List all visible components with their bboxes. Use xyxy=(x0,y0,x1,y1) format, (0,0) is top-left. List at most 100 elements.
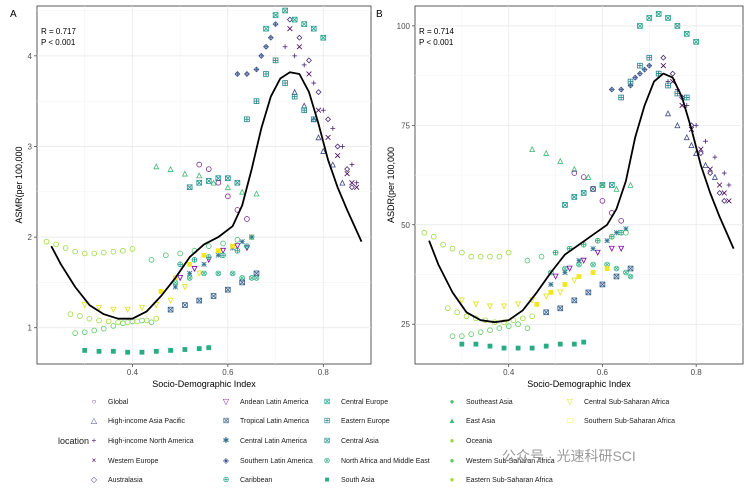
panel-b-plot-area xyxy=(414,5,744,365)
panel-a-point-north-africa-and-middle-east xyxy=(229,270,236,277)
panel-a-point-western-europe xyxy=(296,44,303,50)
legend-symbol-icon: ■ xyxy=(324,475,330,484)
panel-b-point-eastern-europe xyxy=(646,54,653,61)
panel-a-point-central-sub-saharan-africa xyxy=(124,306,131,313)
panel-b-point-southern-sub-saharan-africa xyxy=(548,290,554,295)
panel-a-point-north-africa-and-middle-east xyxy=(215,270,222,277)
panel-a-point-high-income-asia-pacific xyxy=(315,134,322,141)
panel-a-point-southern-sub-saharan-africa xyxy=(201,252,207,258)
panel-b-point-andean-latin-america xyxy=(566,265,573,272)
legend-label: High-income North America xyxy=(108,438,194,445)
panel-b-point-western-europe xyxy=(698,146,704,152)
panel-b-point-south-asia xyxy=(543,343,549,349)
panel-b-point-oceania xyxy=(468,253,475,260)
panel-a-point-east-asia xyxy=(210,179,217,186)
panel-b-y-tick-label: 25 xyxy=(401,320,410,329)
panel-a-point-eastern-sub-saharan-africa xyxy=(77,313,83,319)
legend-item-caribbean: ⊕ Caribbean xyxy=(220,475,273,486)
panel-a-point-high-income-north-america xyxy=(330,125,336,131)
legend-label: Central Asia xyxy=(341,438,379,445)
legend-label: Southern Sub-Saharan Africa xyxy=(584,418,676,425)
panel-b-point-north-africa-and-middle-east xyxy=(590,261,596,268)
panel-a-point-southeast-asia xyxy=(177,250,183,257)
panel-b-point-australasia xyxy=(697,150,704,157)
panel-a-point-caribbean xyxy=(234,247,241,254)
panel-a-point-tropical-latin-america xyxy=(239,279,245,286)
panel-b-point-southern-latin-america xyxy=(636,70,643,77)
legend-item-high-income-north-america: + High-income North America xyxy=(88,436,194,447)
panel-a-point-western-sub-saharan-africa xyxy=(91,327,98,334)
panel-a-point-central-latin-america xyxy=(201,261,207,267)
panel-a-point-tropical-latin-america xyxy=(210,293,217,299)
panel-a-point-central-europe xyxy=(272,12,279,18)
panel-b-point-central-latin-america xyxy=(548,281,554,288)
panel-a-point-oceania xyxy=(43,238,50,245)
panel-a-point-australasia xyxy=(334,143,341,150)
panel-b-point-andean-latin-america xyxy=(580,257,587,264)
panel-a-point-southern-latin-america xyxy=(272,21,279,28)
panel-a-point-southeast-asia xyxy=(148,256,155,263)
panel-a-point-australasia xyxy=(315,89,322,96)
panel-a-point-western-europe xyxy=(287,25,293,32)
panel-a-series-australasia xyxy=(286,16,355,191)
panel-b-fit-curve xyxy=(428,72,735,324)
panel-a-series-eastern-sub-saharan-africa xyxy=(67,311,160,326)
panel-b-series-western-europe xyxy=(660,62,732,204)
panel-a-point-eastern-sub-saharan-africa xyxy=(86,315,93,322)
legend-label: Global xyxy=(108,399,129,406)
panel-b-point-western-sub-saharan-africa xyxy=(496,325,503,332)
panel-b-point-central-latin-america xyxy=(590,245,596,252)
panel-a-point-oceania xyxy=(81,250,88,257)
panel-b-point-southern-latin-america xyxy=(618,86,625,93)
panel-b-point-central-sub-saharan-africa xyxy=(571,277,578,284)
panel-a-stat-2: P < 0.001 xyxy=(41,38,76,47)
panel-a-point-southeast-asia xyxy=(163,252,169,259)
panel-b-point-global xyxy=(580,174,587,180)
panel-b-point-south-asia xyxy=(501,345,507,351)
panel-b-point-andean-latin-america xyxy=(608,245,615,252)
panel-a-point-western-sub-saharan-africa xyxy=(148,319,155,326)
panel-b-point-australasia xyxy=(660,54,667,61)
panel-b-point-oceania xyxy=(430,233,437,240)
panel-a-point-tropical-latin-america xyxy=(225,286,231,293)
legend-item-southern-latin-america: ◈ Southern Latin America xyxy=(220,456,313,467)
panel-a-point-southeast-asia xyxy=(220,240,226,247)
panel-b-point-central-europe xyxy=(693,39,699,45)
panel-a-point-east-asia xyxy=(224,183,231,191)
panel-b-point-southern-sub-saharan-africa xyxy=(562,282,568,287)
panel-a-point-southern-latin-america xyxy=(253,66,260,73)
panel-b-point-south-asia xyxy=(571,341,577,347)
panel-a-point-caribbean xyxy=(220,252,226,259)
panel-b-point-southern-latin-america xyxy=(627,82,634,89)
legend-label: High-income Asia Pacific xyxy=(108,418,186,425)
panel-a-series-east-asia xyxy=(153,163,260,197)
panel-a-series-central-europe xyxy=(263,7,327,41)
legend-symbol-icon: ⊠ xyxy=(323,397,331,406)
panel-a-point-southern-sub-saharan-africa xyxy=(215,248,221,254)
panel-b: 0.4 0.6 0.8 25 50 75 100 R = 0.714 P < 0.001 B Soc… xyxy=(376,5,744,389)
panel-b-point-north-africa-and-middle-east xyxy=(623,269,629,276)
legend-symbol-icon: ⊠ xyxy=(323,436,331,445)
panel-b-point-southern-sub-saharan-africa xyxy=(590,270,596,275)
panel-b-point-central-asia xyxy=(571,194,578,200)
panel-b-point-central-sub-saharan-africa xyxy=(458,297,465,304)
panel-b-series-southeast-asia xyxy=(524,229,629,264)
panel-a-point-central-sub-saharan-africa xyxy=(81,302,88,309)
legend-item-tropical-latin-america: ⊠ Tropical Latin America xyxy=(220,416,309,427)
panel-b-point-oceania xyxy=(496,253,503,260)
panel-b-point-central-europe xyxy=(655,11,662,17)
panel-a-series-north-africa-and-middle-east xyxy=(172,270,260,286)
panel-b-point-high-income-north-america xyxy=(693,122,699,128)
panel-b-point-eastern-sub-saharan-africa xyxy=(444,305,451,312)
panel-b-point-western-sub-saharan-africa xyxy=(487,327,493,333)
panel-a-point-oceania xyxy=(72,248,78,255)
panel-a-point-tropical-latin-america xyxy=(167,306,174,313)
panel-a-y-tick-label: 2 xyxy=(28,233,33,242)
panel-b-y-tick-label: 50 xyxy=(401,221,410,230)
panel-a-point-global xyxy=(196,161,203,168)
panel-a-point-high-income-north-america xyxy=(354,180,360,186)
legend-symbol-icon: × xyxy=(91,456,97,465)
panel-a-point-high-income-north-america xyxy=(320,107,326,113)
panel-a-point-eastern-europe xyxy=(291,93,298,100)
panel-a-point-oceania xyxy=(129,246,136,252)
